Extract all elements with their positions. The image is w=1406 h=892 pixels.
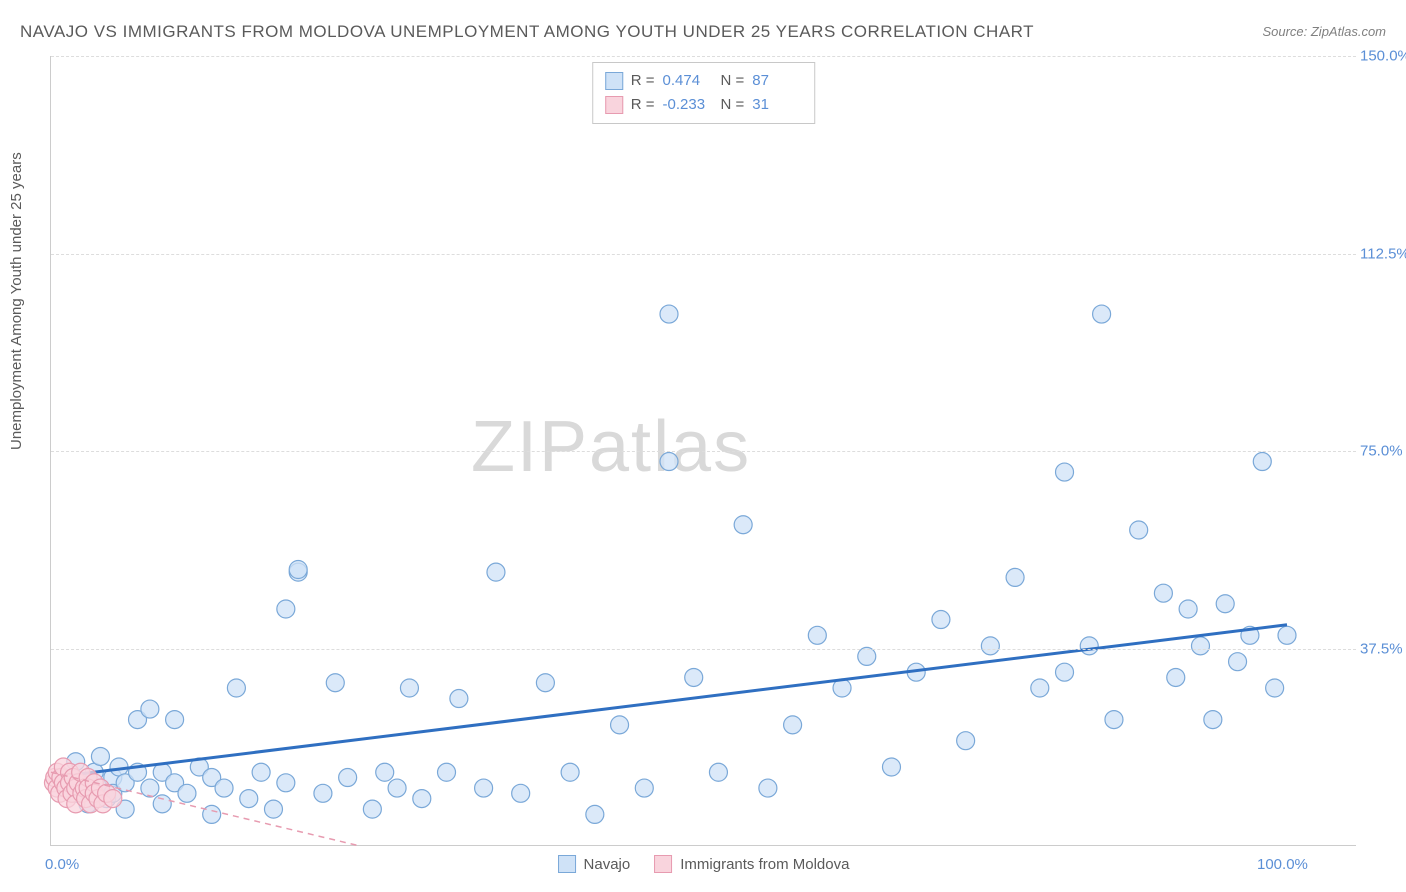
- data-point: [475, 779, 493, 797]
- data-point: [1278, 626, 1296, 644]
- data-point: [141, 700, 159, 718]
- r-value: 0.474: [663, 69, 713, 93]
- data-point: [1204, 711, 1222, 729]
- data-point: [882, 758, 900, 776]
- x-tick-label: 0.0%: [45, 856, 79, 873]
- x-tick-label: 100.0%: [1257, 856, 1308, 873]
- series-legend-item: Navajo: [558, 855, 631, 873]
- data-point: [1031, 679, 1049, 697]
- data-point: [215, 779, 233, 797]
- data-point: [1093, 305, 1111, 323]
- data-point: [91, 747, 109, 765]
- n-label: N =: [721, 69, 745, 93]
- data-point: [326, 674, 344, 692]
- data-point: [1266, 679, 1284, 697]
- r-label: R =: [631, 69, 655, 93]
- data-point: [660, 305, 678, 323]
- data-point: [141, 779, 159, 797]
- data-point: [314, 784, 332, 802]
- data-point: [363, 800, 381, 818]
- data-point: [734, 516, 752, 534]
- data-point: [536, 674, 554, 692]
- legend-swatch: [605, 96, 623, 114]
- data-point: [289, 561, 307, 579]
- data-point: [450, 690, 468, 708]
- data-point: [635, 779, 653, 797]
- chart-title: NAVAJO VS IMMIGRANTS FROM MOLDOVA UNEMPL…: [20, 22, 1034, 42]
- data-point: [413, 790, 431, 808]
- data-point: [957, 732, 975, 750]
- data-point: [277, 600, 295, 618]
- y-tick-label: 150.0%: [1360, 48, 1406, 65]
- gridline: [51, 649, 1356, 650]
- data-point: [487, 563, 505, 581]
- data-point: [104, 790, 122, 808]
- series-legend: Navajo Immigrants from Moldova: [558, 855, 850, 873]
- data-point: [561, 763, 579, 781]
- data-point: [1167, 668, 1185, 686]
- data-point: [178, 784, 196, 802]
- gridline: [51, 451, 1356, 452]
- series-name: Navajo: [584, 856, 631, 873]
- data-point: [438, 763, 456, 781]
- legend-swatch: [558, 855, 576, 873]
- y-tick-label: 112.5%: [1360, 245, 1406, 262]
- data-point: [376, 763, 394, 781]
- n-value: 31: [752, 93, 802, 117]
- y-axis-label: Unemployment Among Youth under 25 years: [8, 152, 25, 450]
- legend-swatch: [605, 72, 623, 90]
- data-point: [512, 784, 530, 802]
- data-point: [1056, 663, 1074, 681]
- data-point: [1216, 595, 1234, 613]
- stats-row: R = 0.474 N = 87: [605, 69, 803, 93]
- data-point: [1056, 463, 1074, 481]
- data-point: [1130, 521, 1148, 539]
- series-legend-item: Immigrants from Moldova: [654, 855, 849, 873]
- data-point: [932, 611, 950, 629]
- data-point: [759, 779, 777, 797]
- gridline: [51, 56, 1356, 57]
- n-value: 87: [752, 69, 802, 93]
- r-value: -0.233: [663, 93, 713, 117]
- data-point: [1006, 568, 1024, 586]
- data-point: [1229, 653, 1247, 671]
- data-point: [388, 779, 406, 797]
- stats-row: R = -0.233 N = 31: [605, 93, 803, 117]
- data-point: [981, 637, 999, 655]
- chart-plot-area: ZIPatlas R =0.474N =87R =-0.233N =31 Nav…: [50, 56, 1356, 846]
- data-point: [277, 774, 295, 792]
- data-point: [400, 679, 418, 697]
- data-point: [153, 795, 171, 813]
- n-label: N =: [721, 93, 745, 117]
- data-point: [264, 800, 282, 818]
- data-point: [203, 805, 221, 823]
- data-point: [240, 790, 258, 808]
- data-point: [611, 716, 629, 734]
- data-point: [1179, 600, 1197, 618]
- data-point: [660, 453, 678, 471]
- data-point: [227, 679, 245, 697]
- gridline: [51, 254, 1356, 255]
- data-point: [1154, 584, 1172, 602]
- legend-swatch: [654, 855, 672, 873]
- data-point: [784, 716, 802, 734]
- data-point: [1105, 711, 1123, 729]
- r-label: R =: [631, 93, 655, 117]
- data-point: [858, 647, 876, 665]
- source-attribution: Source: ZipAtlas.com: [1262, 24, 1386, 39]
- data-point: [808, 626, 826, 644]
- data-point: [166, 711, 184, 729]
- data-point: [339, 769, 357, 787]
- series-name: Immigrants from Moldova: [680, 856, 849, 873]
- data-point: [1253, 453, 1271, 471]
- data-point: [685, 668, 703, 686]
- data-point: [586, 805, 604, 823]
- data-point: [1191, 637, 1209, 655]
- data-point: [252, 763, 270, 781]
- correlation-stats-legend: R = 0.474 N = 87 R = -0.233 N = 31: [592, 62, 816, 124]
- y-tick-label: 37.5%: [1360, 640, 1406, 657]
- y-tick-label: 75.0%: [1360, 443, 1406, 460]
- data-point: [1080, 637, 1098, 655]
- data-point: [709, 763, 727, 781]
